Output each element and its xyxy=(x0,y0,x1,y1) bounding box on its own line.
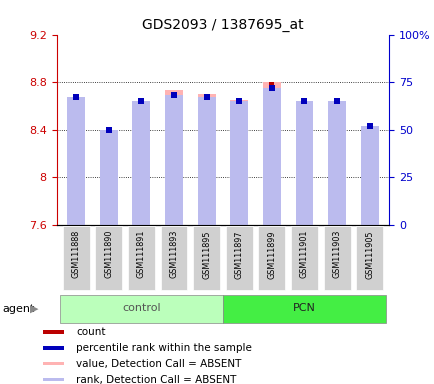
FancyBboxPatch shape xyxy=(160,226,187,291)
Bar xyxy=(327,101,345,225)
Bar xyxy=(43,330,64,334)
Text: GSM111897: GSM111897 xyxy=(234,230,243,278)
Bar xyxy=(301,121,306,225)
Text: percentile rank within the sample: percentile rank within the sample xyxy=(76,343,251,353)
Text: GSM111895: GSM111895 xyxy=(202,230,210,278)
Text: rank, Detection Call = ABSENT: rank, Detection Call = ABSENT xyxy=(76,375,236,384)
Bar xyxy=(67,100,85,225)
Bar xyxy=(360,126,378,225)
Bar xyxy=(197,94,215,225)
Text: PCN: PCN xyxy=(293,303,315,313)
FancyBboxPatch shape xyxy=(355,226,382,291)
Text: value, Detection Call = ABSENT: value, Detection Call = ABSENT xyxy=(76,359,241,369)
Bar xyxy=(327,102,345,225)
Text: GSM111901: GSM111901 xyxy=(299,230,308,278)
Bar xyxy=(360,126,378,225)
Bar xyxy=(43,362,64,366)
Bar xyxy=(230,100,248,225)
FancyBboxPatch shape xyxy=(323,226,350,291)
Bar xyxy=(43,346,64,349)
Text: count: count xyxy=(76,327,105,337)
Text: ▶: ▶ xyxy=(30,304,38,314)
FancyBboxPatch shape xyxy=(258,226,285,291)
Bar xyxy=(138,121,144,225)
Bar xyxy=(262,82,280,225)
FancyBboxPatch shape xyxy=(223,295,385,323)
Bar xyxy=(295,101,313,225)
Bar xyxy=(295,101,313,225)
Bar xyxy=(197,97,215,225)
Bar xyxy=(132,101,150,225)
Bar xyxy=(99,130,118,225)
Bar xyxy=(262,88,280,225)
Bar xyxy=(67,97,85,225)
Bar xyxy=(99,215,118,225)
Text: GSM111891: GSM111891 xyxy=(137,230,145,278)
FancyBboxPatch shape xyxy=(193,226,220,291)
FancyBboxPatch shape xyxy=(62,226,89,291)
Bar xyxy=(230,101,248,225)
FancyBboxPatch shape xyxy=(60,295,223,323)
Bar xyxy=(269,82,274,225)
Bar xyxy=(334,121,339,225)
Bar xyxy=(43,378,64,381)
Bar xyxy=(236,121,241,225)
FancyBboxPatch shape xyxy=(128,226,155,291)
FancyBboxPatch shape xyxy=(225,226,252,291)
Text: control: control xyxy=(122,303,160,313)
Text: GSM111888: GSM111888 xyxy=(72,230,80,278)
Text: agent: agent xyxy=(2,304,34,314)
FancyBboxPatch shape xyxy=(290,226,317,291)
Title: GDS2093 / 1387695_at: GDS2093 / 1387695_at xyxy=(142,18,303,32)
Text: GSM111899: GSM111899 xyxy=(267,230,276,278)
Text: GSM111893: GSM111893 xyxy=(169,230,178,278)
Bar xyxy=(132,103,150,225)
Text: GSM111903: GSM111903 xyxy=(332,230,341,278)
Bar xyxy=(164,95,183,225)
FancyBboxPatch shape xyxy=(95,226,122,291)
Bar xyxy=(164,90,183,225)
Text: GSM111890: GSM111890 xyxy=(104,230,113,278)
Text: GSM111905: GSM111905 xyxy=(365,230,373,278)
